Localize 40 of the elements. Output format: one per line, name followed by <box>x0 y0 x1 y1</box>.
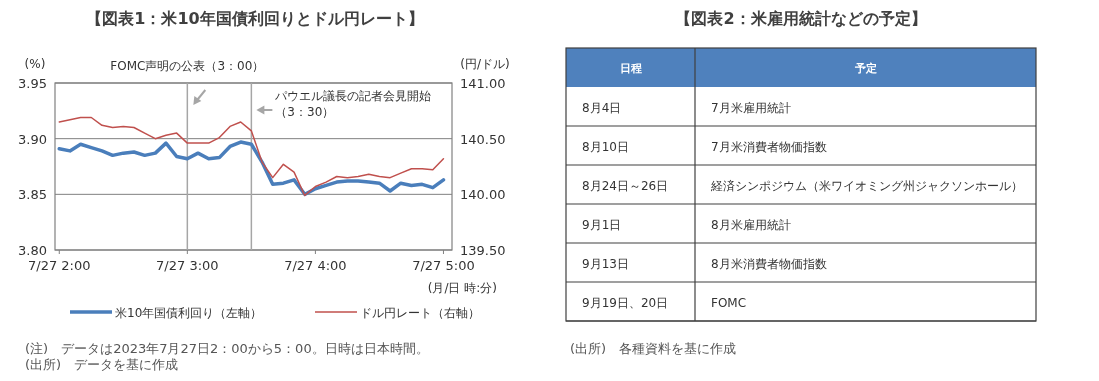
category-label: 予定 <box>853 61 877 75</box>
category-label: 9月13日 <box>582 256 629 271</box>
category-label: 8月10日 <box>582 139 629 154</box>
y2-tick-label: 140.00 <box>460 187 506 203</box>
text: 7月米消費者物価指数 <box>711 139 827 154</box>
y-tick-label: 3.80 <box>18 243 47 258</box>
chart-title: 【図表1：米10年国債利回りとドル円レート】 <box>86 9 424 28</box>
category-label: 8月4日 <box>582 100 622 115</box>
legend-label: ドル円レート（右軸） <box>360 306 480 320</box>
text: FOMC <box>711 295 747 310</box>
text: (出所) 各種資料を基に作成 <box>570 341 737 356</box>
ref-line-label: FOMC声明の公表（3：00） <box>110 59 265 73</box>
x-tick-label: 7/27 5:00 <box>412 258 475 273</box>
legend-label: 米10年国債利回り（左軸） <box>115 306 263 320</box>
y-tick-label: 3.95 <box>18 76 47 91</box>
line-series <box>57 140 446 197</box>
text: 8月米雇用統計 <box>711 217 791 232</box>
category-label: 9月19日、20日 <box>582 295 669 310</box>
text: 【図表2：米雇用統計などの予定】 <box>675 9 927 28</box>
x-axis-title: (月/日 時:分) <box>427 281 497 295</box>
ref-line-label: パウエル議長の記者会見開始（3：30） <box>274 89 432 119</box>
x-tick-label: 7/27 2:00 <box>28 258 91 273</box>
category-label: 日程 <box>619 61 642 75</box>
x-tick-label: 7/27 4:00 <box>284 258 347 273</box>
y2-tick-label: 139.50 <box>460 243 506 258</box>
y2-axis-title: (円/ドル) <box>460 57 510 71</box>
y-tick-label: 3.85 <box>18 187 47 203</box>
text: 7月米雇用統計 <box>711 100 791 115</box>
line-series <box>58 116 445 197</box>
x-tick-label: 7/27 3:00 <box>156 258 219 273</box>
y-tick-label: 3.90 <box>18 131 47 147</box>
category-label: 9月1日 <box>582 217 622 232</box>
y-axis-title: (%) <box>24 57 46 71</box>
text: 経済シンポジウム（米ワイオミング州ジャクソンホール） <box>711 178 1023 193</box>
y2-tick-label: 140.50 <box>460 131 506 147</box>
y2-tick-label: 141.00 <box>460 76 506 91</box>
text: 8月米消費者物価指数 <box>711 256 827 271</box>
text: (注) データは2023年7月27日2：00から5：00。日時は日本時間。 <box>25 341 429 356</box>
category-label: 8月24日～26日 <box>582 178 669 193</box>
text: (出所) データを基に作成 <box>25 357 179 372</box>
